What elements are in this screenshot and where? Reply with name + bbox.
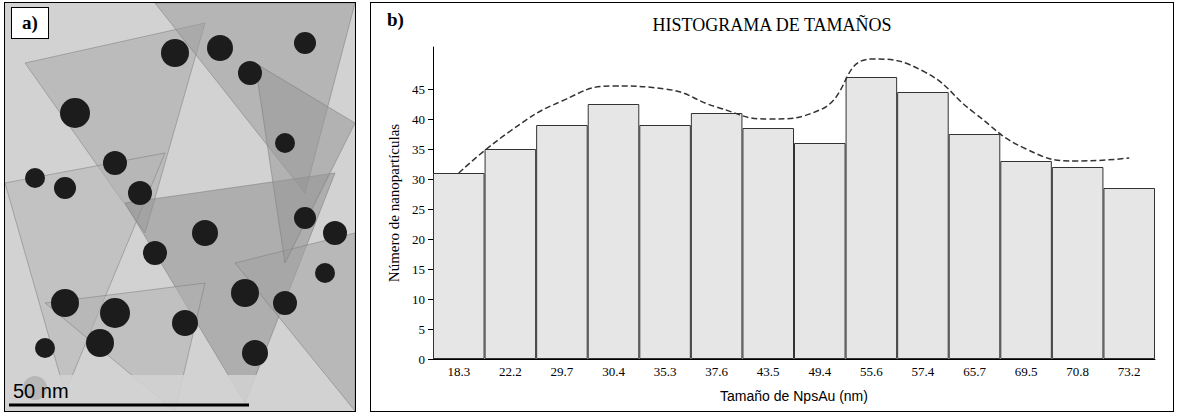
svg-text:70.8: 70.8 <box>1066 364 1089 379</box>
svg-text:5: 5 <box>419 322 426 337</box>
svg-text:25: 25 <box>412 202 425 217</box>
svg-text:57.4: 57.4 <box>912 364 935 379</box>
svg-text:10: 10 <box>412 292 425 307</box>
svg-text:43.5: 43.5 <box>757 364 780 379</box>
svg-text:0: 0 <box>419 352 426 367</box>
svg-text:Tamaño de NpsAu (nm): Tamaño de NpsAu (nm) <box>720 388 868 404</box>
svg-text:30.4: 30.4 <box>602 364 625 379</box>
html-text:b): b) <box>387 9 404 30</box>
svg-text:69.5: 69.5 <box>1015 364 1038 379</box>
svg-text:15: 15 <box>412 262 425 277</box>
svg-text:HISTOGRAMA DE TAMAÑOS: HISTOGRAMA DE TAMAÑOS <box>653 14 892 35</box>
svg-text:40: 40 <box>412 112 425 127</box>
svg-text:50 nm: 50 nm <box>13 380 69 402</box>
svg-text:65.7: 65.7 <box>963 364 986 379</box>
svg-text:20: 20 <box>412 232 425 247</box>
svg-text:37.6: 37.6 <box>705 364 728 379</box>
svg-text:22.2: 22.2 <box>499 364 522 379</box>
svg-text:55.6: 55.6 <box>860 364 883 379</box>
html-text:a): a) <box>22 12 38 33</box>
svg-text:35.3: 35.3 <box>654 364 677 379</box>
svg-text:Número de nanopartículas: Número de nanopartículas <box>386 124 402 282</box>
svg-text:45: 45 <box>412 82 425 97</box>
svg-text:73.2: 73.2 <box>1118 364 1141 379</box>
svg-text:35: 35 <box>412 142 425 157</box>
svg-text:49.4: 49.4 <box>808 364 831 379</box>
svg-text:30: 30 <box>412 172 425 187</box>
svg-text:29.7: 29.7 <box>551 364 574 379</box>
svg-text:18.3: 18.3 <box>447 364 470 379</box>
